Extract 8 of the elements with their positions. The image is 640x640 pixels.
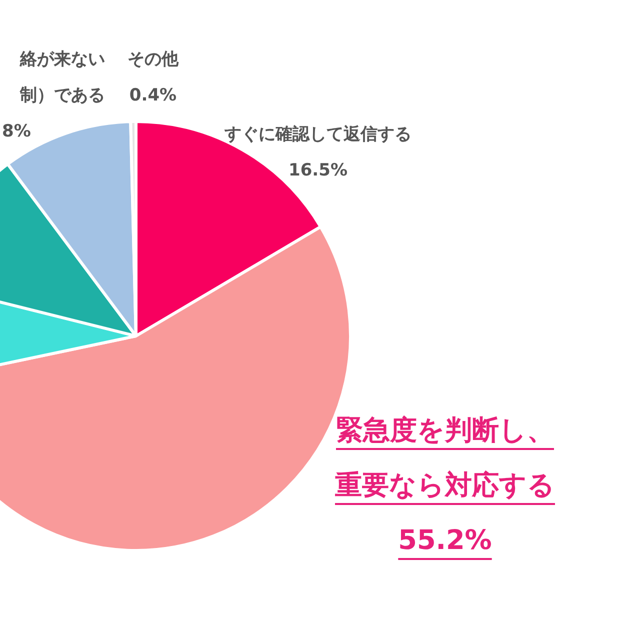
- slice-label: 緊急度を判断し、重要なら対応する: [334, 415, 555, 502]
- data-label: 55.2%: [398, 525, 492, 556]
- slice-label: 絡が来ない制）である: [19, 49, 105, 106]
- slice-label: その他: [128, 49, 180, 70]
- text: 8%: [2, 121, 31, 142]
- data-label: 16.5%: [288, 160, 348, 180]
- slice-label: すぐに確認して返信する: [224, 124, 412, 144]
- data-label: 0.4%: [129, 85, 177, 106]
